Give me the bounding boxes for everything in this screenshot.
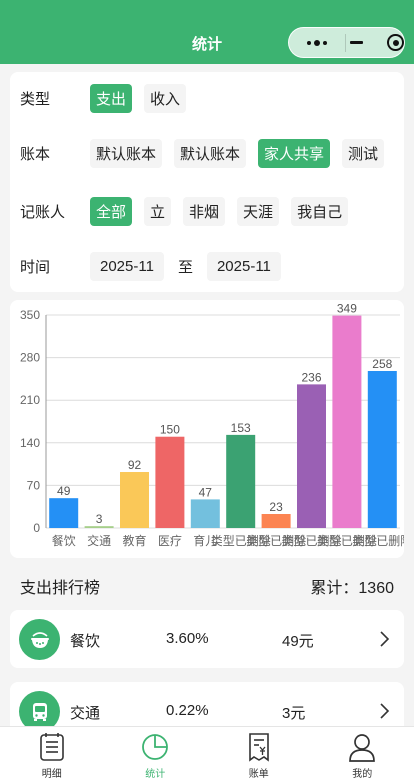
bar[interactable]	[332, 315, 362, 528]
recorder-option-all[interactable]: 全部	[90, 196, 133, 226]
account-label: 账本	[20, 145, 51, 163]
y-tick-label: 350	[20, 308, 40, 322]
y-tick-label: 210	[20, 393, 40, 407]
bar-value-label: 153	[231, 421, 251, 435]
total-value: 1360	[358, 580, 394, 597]
filter-card: 类型 支出 收入 账本 默认账本 默认账本 家人共享 测试 记账人 全部 立 非…	[10, 72, 404, 292]
ranking-item-percent: 3.60%	[166, 630, 209, 647]
end-month-picker[interactable]: 2025-11	[206, 251, 281, 281]
chevron-right-icon	[380, 703, 390, 719]
tab-label: 我的	[352, 769, 373, 780]
tab-label: 明细	[41, 769, 62, 780]
page-title: 统计	[191, 36, 222, 53]
tab-details[interactable]: 明细	[0, 727, 104, 780]
bar[interactable]	[261, 514, 291, 528]
y-tick-label: 70	[27, 478, 41, 492]
y-tick-label: 280	[20, 351, 40, 365]
time-label: 时间	[20, 258, 51, 276]
target-icon	[387, 34, 404, 51]
x-category-label: 医疗	[158, 534, 182, 548]
ranking-item-percent: 0.22%	[166, 702, 209, 719]
ranking-title: 支出排行榜	[20, 580, 101, 597]
recorder-option[interactable]: 立	[144, 196, 172, 226]
recorder-option[interactable]: 我自己	[291, 196, 349, 226]
more-dots-icon	[307, 39, 328, 46]
x-category-label: 类型已删除	[281, 533, 341, 548]
bar-value-label: 258	[372, 357, 392, 371]
pie-chart-icon	[142, 734, 169, 760]
recorder-filter-row: 记账人 全部 立 非烟 天涯 我自己	[10, 196, 404, 226]
time-filter-row: 时间 2025-11 至 2025-11	[10, 251, 404, 281]
account-option-test[interactable]: 测试	[342, 138, 385, 168]
bar-value-label: 49	[57, 484, 71, 498]
ranking-item-dining[interactable]: 餐饮 3.60% 49元	[10, 610, 404, 668]
ranking-item-name: 交通	[70, 705, 101, 722]
bus-icon	[19, 691, 60, 732]
y-tick-label: 140	[20, 436, 40, 450]
bar[interactable]	[49, 498, 79, 528]
bar-value-label: 23	[269, 500, 283, 514]
recorder-option[interactable]: 天涯	[237, 196, 280, 226]
bar[interactable]	[84, 526, 114, 528]
recorder-option[interactable]: 非烟	[183, 196, 226, 226]
ranking-item-amount: 49元	[282, 633, 314, 650]
minimize-icon	[350, 41, 364, 44]
x-category-label: 育儿	[193, 533, 217, 548]
bar[interactable]	[120, 472, 149, 528]
tab-bar: 明细 统计 账单 我的	[0, 726, 414, 780]
bar[interactable]	[367, 370, 397, 528]
chart-card: 0 70 140 210 280 350 49 餐饮 3 交通 92 教育 150 医疗 47 育儿 153 类型…	[10, 300, 404, 558]
bar-value-label: 92	[128, 458, 142, 472]
nav-bar: 统计	[0, 0, 414, 64]
tab-label: 账单	[248, 769, 269, 780]
close-button[interactable]	[346, 27, 404, 58]
mini-program-capsule	[288, 27, 405, 58]
recorder-label: 记账人	[20, 203, 66, 221]
bar[interactable]	[190, 499, 220, 528]
chevron-right-icon	[380, 631, 390, 647]
type-option-income[interactable]: 收入	[144, 83, 187, 113]
capsule-divider	[345, 33, 346, 52]
bar-value-label: 150	[160, 423, 180, 437]
bar[interactable]	[155, 436, 185, 528]
x-category-label: 交通	[87, 533, 111, 548]
bowl-icon	[19, 619, 60, 660]
bar[interactable]	[297, 384, 326, 528]
account-option[interactable]: 默认账本	[174, 138, 247, 168]
ranking-item-name: 餐饮	[70, 633, 101, 650]
account-option-family[interactable]: 家人共享	[258, 138, 331, 168]
type-option-expense[interactable]: 支出	[90, 83, 133, 113]
account-option[interactable]: 默认账本	[90, 138, 163, 168]
x-category-label: 教育	[122, 533, 146, 548]
bar-value-label: 349	[337, 302, 357, 316]
type-label: 类型	[20, 90, 51, 108]
bar-value-label: 3	[96, 512, 103, 526]
ranking-total: 累计：1360	[310, 574, 394, 598]
ranking-item-amount: 3元	[282, 705, 306, 722]
bar-value-label: 47	[199, 485, 213, 499]
user-icon	[349, 734, 376, 762]
account-filter-row: 账本 默认账本 默认账本 家人共享 测试	[10, 138, 404, 168]
bar-value-label: 236	[301, 370, 321, 384]
tab-statistics[interactable]: 统计	[104, 727, 208, 780]
y-tick-label: 0	[33, 521, 40, 535]
total-label: 累计：	[310, 580, 359, 597]
x-category-label: 餐饮	[52, 533, 76, 548]
more-button[interactable]	[289, 27, 345, 58]
bar[interactable]	[226, 434, 256, 528]
x-category-label: 类型已删除	[211, 533, 271, 548]
tab-bills[interactable]: 账单	[207, 727, 311, 780]
time-separator: 至	[177, 258, 193, 276]
tab-profile[interactable]: 我的	[311, 727, 414, 780]
tab-label: 统计	[145, 769, 166, 780]
x-category-label: 类型已删除	[246, 533, 306, 548]
expense-bar-chart: 0 70 140 210 280 350 49 餐饮 3 交通 92 教育 150 医疗 47 育儿 153 类型…	[20, 302, 404, 548]
type-filter-row: 类型 支出 收入	[10, 83, 404, 113]
list-icon	[39, 733, 64, 761]
ranking-header: 支出排行榜 累计：1360	[0, 568, 414, 604]
x-category-label: 类型已删除	[317, 533, 377, 548]
x-category-label: 类型已删除	[352, 533, 404, 548]
bill-icon	[248, 733, 269, 762]
start-month-picker[interactable]: 2025-11	[90, 251, 164, 281]
